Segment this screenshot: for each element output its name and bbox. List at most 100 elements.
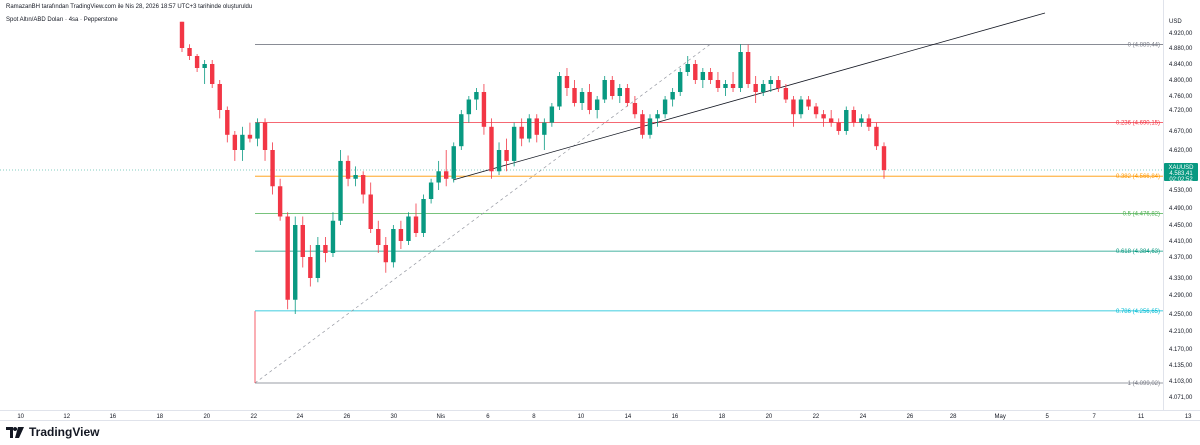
candle-body [391,229,396,263]
y-axis-tick-label: 4.370,00 [1169,255,1193,261]
candle-body [640,114,645,135]
candle-body [285,216,290,300]
x-axis-tick-label: 24 [860,414,867,420]
candle-body [579,92,585,103]
x-axis-tick-label: May [994,414,1005,420]
candle-body [874,126,879,147]
fib-diagonal-line [254,44,711,384]
trend-line [452,12,1046,181]
x-axis-tick-label: 18 [156,414,163,420]
fib-level-label: 0.786 (4.256,65) [1116,309,1160,315]
candle-body [738,52,743,88]
x-axis-tick-label: 28 [950,414,957,420]
candle-body [813,106,819,115]
candle-body [345,160,351,179]
x-axis-tick-label: 26 [907,414,914,420]
y-axis-currency: USD [1169,19,1182,25]
candle-body [262,122,268,150]
candle-body [828,118,834,123]
y-axis-tick-label: 4.670,00 [1169,129,1193,135]
x-axis-tick-label: 10 [578,414,585,420]
candle-body [360,175,366,195]
candle-body [670,92,675,100]
candle-body [662,99,668,115]
candle-body [776,80,781,88]
candle-body [277,186,283,217]
candle-body [730,84,736,88]
x-axis-tick-label: 24 [297,414,304,420]
candle-body [451,146,456,179]
candle-body [474,92,479,100]
candle-body [187,48,192,56]
candle-body [368,194,373,229]
x-axis-tick-label: 8 [532,414,536,420]
y-axis-tick-label: 4.103,00 [1169,379,1193,385]
candle-body [323,245,328,253]
candle-body [881,146,887,170]
y-axis-tick-label: 4.920,00 [1169,31,1193,37]
candle-body [783,88,789,100]
y-axis-tick-label: 4.210,00 [1169,329,1193,335]
candle-body [376,229,381,245]
candle-body [406,216,411,241]
candle-body [564,76,570,88]
y-axis-tick-label: 4.135,00 [1169,363,1193,369]
candle-body [617,88,623,96]
x-axis-tick-label: 16 [672,414,679,420]
y-axis-tick-label: 4.170,00 [1169,347,1193,353]
last-price-badge [1164,163,1198,181]
candle-body [753,84,758,92]
candle-body [270,150,275,187]
tradingview-brand-text: TradingView [29,425,100,439]
fib-level-label: 0.618 (4.384,63) [1116,249,1160,255]
candle-body [436,171,441,183]
candle-body [232,134,238,150]
symbol-line: Spot Altın/ABD Doları · 4sa · Pepperston… [6,17,118,23]
x-axis-tick-label: 22 [813,414,820,420]
y-axis-tick-label: 4.250,00 [1169,312,1193,318]
fib-level-label: 0.382 (4.566,84) [1116,174,1160,180]
candle-body [194,56,200,68]
candle-body [330,220,336,253]
candle-body [489,126,494,172]
candle-body [300,225,305,257]
candle-body [572,88,577,103]
fib-level-label: 1 (4.099,02) [1128,381,1160,387]
candle-body [383,245,389,263]
candle-body [587,92,592,110]
candle-body [708,72,713,80]
candle-body [677,72,683,92]
candle-body [851,110,857,123]
candle-body [647,118,653,135]
candle-body [240,134,245,150]
candle-body [293,225,298,300]
last-price-symbol: XAUUSD [1168,165,1194,171]
candle-body [655,114,660,119]
x-axis-tick-label: 14 [625,414,632,420]
x-axis-tick-label: Nis [437,414,446,420]
x-axis-tick-label: 10 [17,414,24,420]
x-axis-tick-label: 7 [1092,414,1096,420]
x-axis-tick-label: 5 [1045,414,1049,420]
candle-body [594,99,600,110]
candle-body [685,64,690,72]
y-axis-tick-label: 4.720,00 [1169,108,1193,114]
candle-body [308,257,313,278]
x-axis-tick-label: 22 [250,414,257,420]
y-axis-tick-label: 4.620,00 [1169,148,1193,154]
x-axis-tick-label: 16 [109,414,116,420]
candle-body [398,229,404,241]
candle-body [496,150,502,172]
candle-body [723,84,728,88]
x-axis-tick-label: 18 [719,414,726,420]
attribution-text: RamazanBH tarafından TradingView.com ile… [6,4,253,10]
candle-body [481,92,487,127]
y-axis-tick-label: 4.290,00 [1169,293,1193,299]
candle-body [353,175,358,179]
candle-body [791,99,796,115]
candle-body [511,126,517,161]
candle-body [179,21,185,48]
candle-body [557,76,562,107]
y-axis-tick-label: 4.450,00 [1169,223,1193,229]
